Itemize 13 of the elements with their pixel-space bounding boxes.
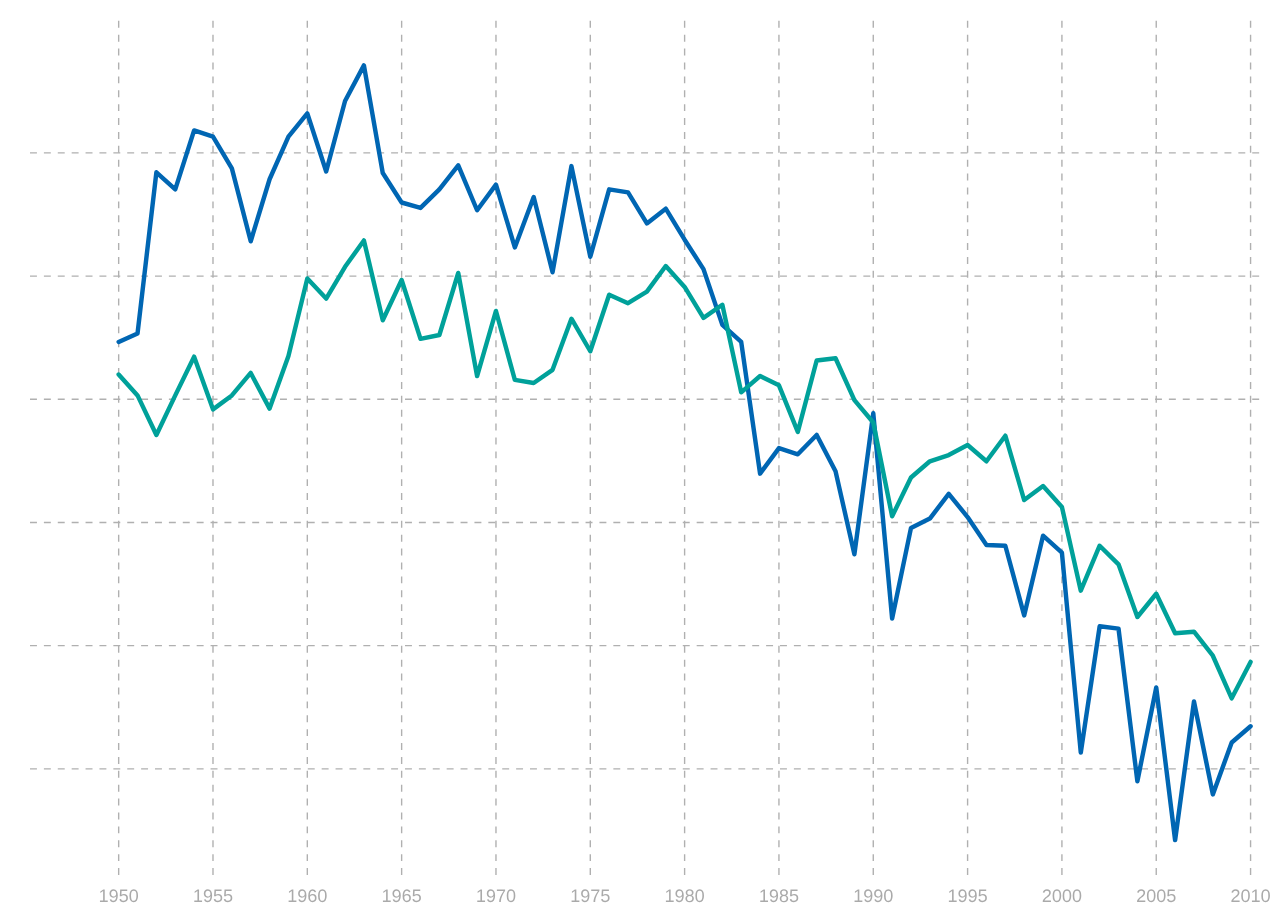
x-tick-label: 1955	[194, 889, 233, 903]
x-tick-label: 1980	[665, 889, 704, 903]
x-tick-label: 2000	[1042, 889, 1082, 903]
x-tick-label: 2005	[1137, 889, 1176, 903]
x-tick-label: 1975	[571, 889, 610, 903]
x-tick-label: 1970	[477, 889, 516, 903]
x-tick-label: 1960	[288, 889, 327, 903]
x-tick-label: 1995	[948, 889, 987, 903]
x-tick-label: 2010	[1231, 889, 1270, 903]
x-tick-label: 1990	[854, 889, 893, 903]
x-tick-label: 1985	[760, 889, 799, 903]
x-tick-label: 1965	[382, 889, 421, 903]
x-tick-label: 1950	[99, 889, 139, 903]
